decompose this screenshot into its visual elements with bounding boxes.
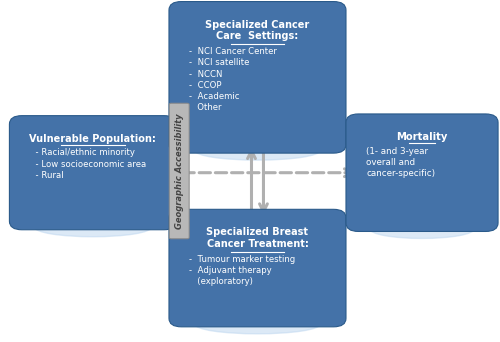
Text: - Racial/ethnic minority: - Racial/ethnic minority — [30, 148, 134, 157]
Text: -  NCI satellite: - NCI satellite — [190, 58, 250, 67]
Text: Other: Other — [190, 103, 222, 113]
Text: -  NCCN: - NCCN — [190, 70, 223, 79]
Text: -  NCI Cancer Center: - NCI Cancer Center — [190, 47, 278, 56]
Text: Mortality: Mortality — [396, 132, 448, 142]
Ellipse shape — [195, 315, 320, 334]
FancyBboxPatch shape — [346, 114, 498, 232]
Text: -  Academic: - Academic — [190, 92, 240, 101]
Ellipse shape — [370, 220, 474, 238]
Text: (1- and 3-year: (1- and 3-year — [366, 147, 428, 156]
FancyBboxPatch shape — [169, 103, 189, 239]
Text: - Low socioeconomic area: - Low socioeconomic area — [30, 160, 146, 169]
FancyBboxPatch shape — [169, 2, 346, 153]
Text: -  Tumour marker testing: - Tumour marker testing — [190, 255, 296, 264]
Text: cancer-specific): cancer-specific) — [366, 169, 436, 178]
Text: -  Adjuvant therapy: - Adjuvant therapy — [190, 266, 272, 275]
FancyBboxPatch shape — [169, 209, 346, 327]
Text: (exploratory): (exploratory) — [190, 277, 254, 287]
Text: -  CCOP: - CCOP — [190, 81, 222, 90]
Text: overall and: overall and — [366, 158, 416, 167]
Text: Vulnerable Population:: Vulnerable Population: — [30, 134, 156, 144]
FancyBboxPatch shape — [10, 116, 176, 230]
Text: - Rural: - Rural — [30, 171, 64, 180]
Ellipse shape — [195, 141, 320, 160]
Text: Specialized Breast
Cancer Treatment:: Specialized Breast Cancer Treatment: — [206, 227, 308, 249]
Text: Geographic Accessibility: Geographic Accessibility — [174, 113, 184, 229]
Ellipse shape — [34, 218, 151, 237]
Text: Specialized Cancer
Care  Settings:: Specialized Cancer Care Settings: — [206, 19, 310, 41]
